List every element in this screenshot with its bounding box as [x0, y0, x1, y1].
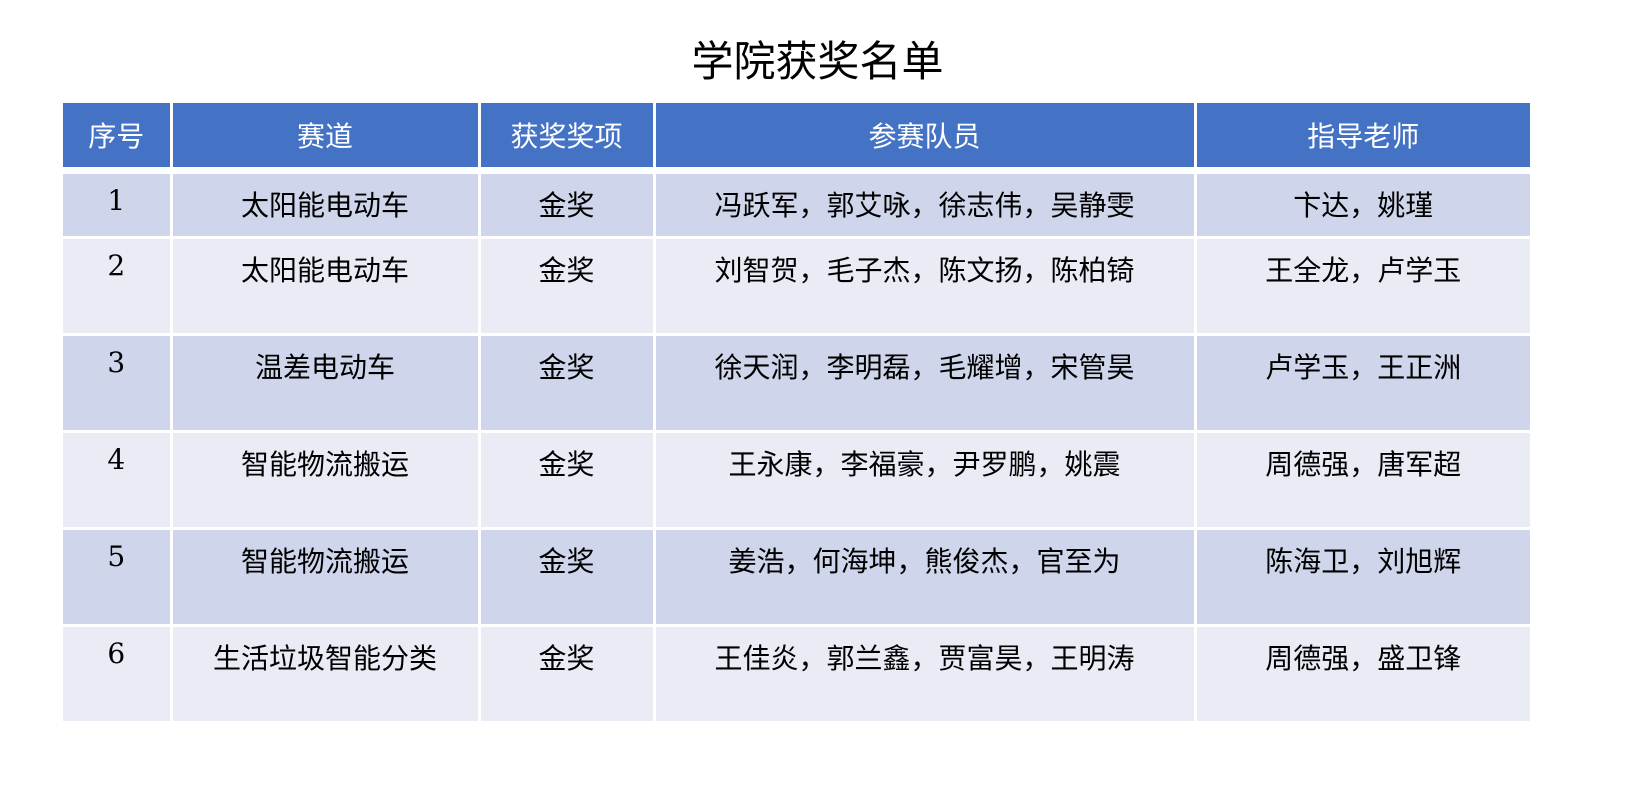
- table-row: 4 智能物流搬运 金奖 王永康，李福豪，尹罗鹏，姚震 周德强，唐军超: [63, 430, 1530, 530]
- cell-track: 智能物流搬运: [169, 430, 481, 530]
- cell-award: 金奖: [477, 430, 656, 530]
- cell-advisors: 王全龙，卢学玉: [1193, 236, 1530, 336]
- cell-members: 刘智贺，毛子杰，陈文扬，陈柏锜: [652, 236, 1197, 336]
- cell-index: 2: [63, 236, 173, 336]
- header-index: 序号: [63, 103, 173, 172]
- table-row: 3 温差电动车 金奖 徐天润，李明磊，毛耀增，宋管昊 卢学玉，王正洲: [63, 333, 1530, 433]
- cell-advisors: 卞达，姚瑾: [1193, 169, 1530, 239]
- cell-index: 3: [63, 333, 173, 433]
- cell-index: 6: [63, 624, 173, 724]
- cell-award: 金奖: [477, 333, 656, 433]
- awards-table: 序号 赛道 获奖奖项 参赛队员 指导老师 1 太阳能电动车 金奖 冯跃军，郭艾咏，徐志…: [63, 103, 1530, 724]
- table-row: 6 生活垃圾智能分类 金奖 王佳炎，郭兰鑫，贾富昊，王明涛 周德强，盛卫锋: [63, 624, 1530, 724]
- header-members: 参赛队员: [652, 103, 1197, 172]
- header-track: 赛道: [169, 103, 481, 172]
- cell-track: 智能物流搬运: [169, 527, 481, 627]
- cell-members: 徐天润，李明磊，毛耀增，宋管昊: [652, 333, 1197, 433]
- cell-track: 太阳能电动车: [169, 169, 481, 239]
- cell-track: 太阳能电动车: [169, 236, 481, 336]
- cell-members: 王永康，李福豪，尹罗鹏，姚震: [652, 430, 1197, 530]
- cell-advisors: 卢学玉，王正洲: [1193, 333, 1530, 433]
- cell-track: 温差电动车: [169, 333, 481, 433]
- cell-members: 姜浩，何海坤，熊俊杰，官至为: [652, 527, 1197, 627]
- cell-award: 金奖: [477, 527, 656, 627]
- table-row: 1 太阳能电动车 金奖 冯跃军，郭艾咏，徐志伟，吴静雯 卞达，姚瑾: [63, 169, 1530, 239]
- cell-index: 4: [63, 430, 173, 530]
- table-row: 5 智能物流搬运 金奖 姜浩，何海坤，熊俊杰，官至为 陈海卫，刘旭辉: [63, 527, 1530, 627]
- cell-award: 金奖: [477, 169, 656, 239]
- header-award: 获奖奖项: [477, 103, 656, 172]
- cell-advisors: 陈海卫，刘旭辉: [1193, 527, 1530, 627]
- cell-advisors: 周德强，盛卫锋: [1193, 624, 1530, 724]
- header-advisors: 指导老师: [1193, 103, 1530, 172]
- cell-advisors: 周德强，唐军超: [1193, 430, 1530, 530]
- cell-members: 冯跃军，郭艾咏，徐志伟，吴静雯: [652, 169, 1197, 239]
- cell-index: 5: [63, 527, 173, 627]
- page-title: 学院获奖名单: [691, 37, 944, 86]
- table-header-row: 序号 赛道 获奖奖项 参赛队员 指导老师: [63, 103, 1530, 172]
- table-row: 2 太阳能电动车 金奖 刘智贺，毛子杰，陈文扬，陈柏锜 王全龙，卢学玉: [63, 236, 1530, 336]
- cell-members: 王佳炎，郭兰鑫，贾富昊，王明涛: [652, 624, 1197, 724]
- cell-award: 金奖: [477, 624, 656, 724]
- cell-award: 金奖: [477, 236, 656, 336]
- cell-track: 生活垃圾智能分类: [169, 624, 481, 724]
- cell-index: 1: [63, 169, 173, 239]
